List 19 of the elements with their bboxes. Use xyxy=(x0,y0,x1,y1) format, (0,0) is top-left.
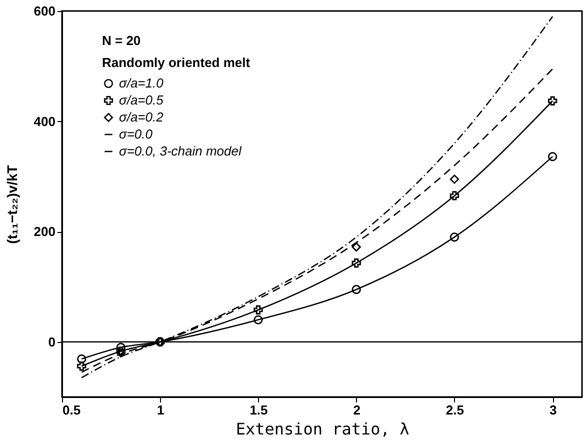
y-tick-label: 400 xyxy=(34,114,56,129)
x-tick-label: 2.5 xyxy=(446,402,464,418)
x-tick-label: 1 xyxy=(156,402,164,418)
x-tick-label: 1.5 xyxy=(250,402,268,418)
x-tick-label: 0.5 xyxy=(62,402,81,418)
legend-label: σ=0.0, 3-chain model xyxy=(119,144,242,158)
legend-label: σ=0.0 xyxy=(119,126,154,142)
y-tick-label: 0 xyxy=(48,334,56,350)
legend-label: σ/a=1.0 xyxy=(119,76,164,90)
y-axis-title: (t₁₁−t₂₂)v/kT xyxy=(4,164,20,244)
legend-label: σ/a=0.2 xyxy=(119,110,164,124)
legend-label: σ/a=0.5 xyxy=(119,92,164,108)
x-axis-title: Extension ratio, λ xyxy=(236,420,410,438)
y-tick-label: 200 xyxy=(34,224,56,240)
y-tick-label: 600 xyxy=(34,4,56,18)
annotation: N = 20 xyxy=(102,33,141,48)
annotation: Randomly oriented melt xyxy=(102,55,251,70)
x-tick-label: 2 xyxy=(353,402,360,418)
x-tick-label: 3 xyxy=(549,402,557,418)
